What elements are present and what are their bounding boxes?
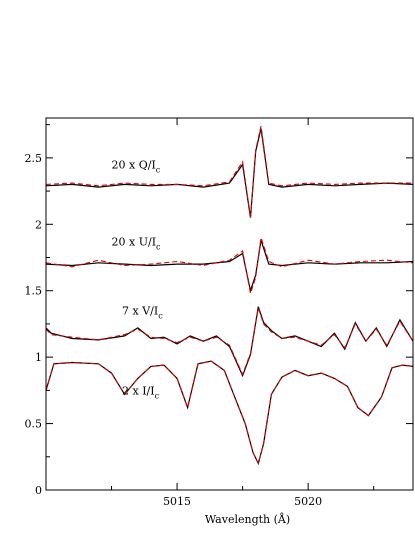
plot-frame [45,117,414,491]
x-tick-label: 5020 [294,495,322,508]
observed-line-0 [45,128,414,218]
observed-line-6 [45,360,414,466]
model-line-3 [45,237,414,294]
x-axis: 5015 5020 [111,118,375,508]
model-line-5 [45,307,414,376]
y-tick-label: 0 [35,484,42,497]
x-axis-label: Wavelength (Å) [205,512,290,526]
observed-line-2 [45,240,414,294]
annotation-1: 20 x U/Ic [112,236,162,252]
model-line-7 [45,360,414,465]
y-tick-label: 1.5 [25,285,43,298]
series-layer [45,125,414,466]
y-axis: 0 0.5 1 1.5 2 2.5 [25,124,413,497]
y-tick-label: 0.5 [25,418,43,431]
model-line-1 [45,125,413,218]
y-tick-label: 2.5 [25,152,43,165]
annotation-3: 2 x I/Ic [122,384,160,400]
y-tick-label: 2 [35,218,42,231]
annotation-0: 20 x Q/Ic [112,158,161,174]
annotation-2: 7 x V/Ic [122,305,163,321]
annotations: 20 x Q/Ic 20 x U/Ic 7 x V/Ic 2 x I/Ic [112,158,164,400]
x-tick-label: 5015 [163,495,191,508]
y-tick-label: 1 [35,351,42,364]
